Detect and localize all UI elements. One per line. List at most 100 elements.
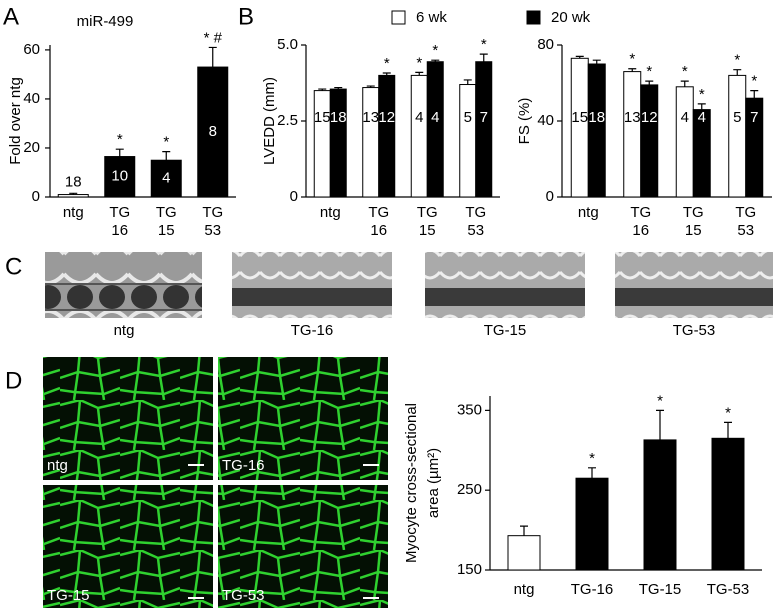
panel-label: D <box>5 367 22 394</box>
echo-strips <box>45 252 773 318</box>
bar <box>507 535 541 571</box>
micrographs <box>43 357 388 608</box>
error-bar <box>645 80 654 85</box>
x-tick-label: 53 <box>204 222 221 239</box>
error-bar <box>733 69 742 76</box>
bar <box>329 88 347 198</box>
n-label: 4 <box>162 170 170 187</box>
significance-mark: * <box>734 52 740 69</box>
x-tick-label: 15 <box>685 222 702 239</box>
y-axis-label: area (µm²) <box>425 448 442 518</box>
y-tick-label: 20 <box>23 139 40 156</box>
error-bar <box>575 55 584 59</box>
significance-mark: * <box>725 404 731 421</box>
bar <box>378 74 396 198</box>
y-tick-label: 0 <box>290 188 298 205</box>
micrograph-label: TG-15 <box>47 587 90 604</box>
x-tick-label: TG <box>683 204 704 221</box>
significance-mark: * <box>432 42 438 59</box>
micrograph-label: TG-16 <box>222 457 265 474</box>
bar <box>475 61 493 198</box>
error-bar <box>724 421 732 439</box>
x-tick-label: TG-16 <box>571 581 614 598</box>
y-tick-label: 150 <box>457 561 482 578</box>
significance-mark: * <box>751 73 757 90</box>
y-tick-label: 250 <box>457 481 482 498</box>
n-label: 7 <box>480 109 488 126</box>
y-axis-label: LVEDD (mm) <box>261 77 278 165</box>
x-tick-label: ntg <box>514 581 535 598</box>
x-tick-label: 53 <box>737 222 754 239</box>
x-tick-label: TG <box>465 204 486 221</box>
x-tick-label: TG <box>368 204 389 221</box>
x-tick-label: TG <box>202 204 223 221</box>
chart-title: miR-499 <box>77 13 134 30</box>
bar <box>623 71 642 198</box>
bar <box>197 66 229 198</box>
significance-mark: * <box>682 63 688 80</box>
error-bar <box>69 192 78 195</box>
error-bar <box>318 88 327 91</box>
x-tick-label: 16 <box>632 222 649 239</box>
panel-label: B <box>238 3 254 30</box>
error-bar <box>520 525 528 536</box>
echo-image <box>425 252 585 318</box>
y-tick-label: 0 <box>32 188 40 205</box>
bar <box>426 61 444 198</box>
error-bar <box>334 86 343 90</box>
error-bar <box>680 80 689 87</box>
echo-label: TG-16 <box>291 322 334 339</box>
x-tick-label: 53 <box>467 222 484 239</box>
significance-mark: * # <box>204 29 223 46</box>
x-tick-label: TG <box>735 204 756 221</box>
error-bar <box>588 467 596 479</box>
n-label: 4 <box>415 109 423 126</box>
error-bar <box>750 90 759 99</box>
bar <box>410 74 428 198</box>
n-label: 4 <box>681 109 689 126</box>
bar <box>640 84 659 198</box>
legend-label: 20 wk <box>551 9 591 26</box>
x-tick-label: TG <box>630 204 651 221</box>
echo-image <box>45 252 202 318</box>
panel-label: A <box>3 3 19 30</box>
x-tick-label: TG <box>156 204 177 221</box>
x-tick-label: ntg <box>578 204 599 221</box>
bar <box>643 439 677 571</box>
micrograph-label: ntg <box>47 457 68 474</box>
error-bar <box>592 59 601 64</box>
micrograph <box>218 357 388 480</box>
y-tick-label: 40 <box>537 112 554 129</box>
x-tick-label: ntg <box>63 204 84 221</box>
n-label: 8 <box>209 123 217 140</box>
bar <box>459 84 477 198</box>
legend-swatch <box>391 10 406 25</box>
error-bar <box>479 53 488 62</box>
error-bar <box>162 151 171 161</box>
x-tick-label: TG <box>109 204 130 221</box>
n-label: 15 <box>571 109 588 126</box>
bar <box>675 86 694 198</box>
bar <box>570 57 589 198</box>
y-tick-label: 5.0 <box>277 36 298 53</box>
significance-mark: * <box>416 54 422 71</box>
y-tick-label: 2.5 <box>277 112 298 129</box>
x-tick-label: 15 <box>419 222 436 239</box>
n-label: 12 <box>641 109 658 126</box>
bar <box>104 156 136 198</box>
micrograph-label: TG-53 <box>222 587 265 604</box>
bar <box>150 159 182 198</box>
bar <box>313 90 331 198</box>
x-tick-label: TG <box>417 204 438 221</box>
bar <box>362 87 380 198</box>
n-label: 18 <box>588 109 605 126</box>
error-bar <box>415 71 424 76</box>
significance-mark: * <box>646 63 652 80</box>
error-bar <box>697 103 706 110</box>
y-axis-label: Myocyte cross-sectional <box>403 403 420 563</box>
y-tick-label: 350 <box>457 401 482 418</box>
bar <box>57 194 89 198</box>
x-tick-label: 16 <box>111 222 128 239</box>
micrograph <box>218 485 388 608</box>
